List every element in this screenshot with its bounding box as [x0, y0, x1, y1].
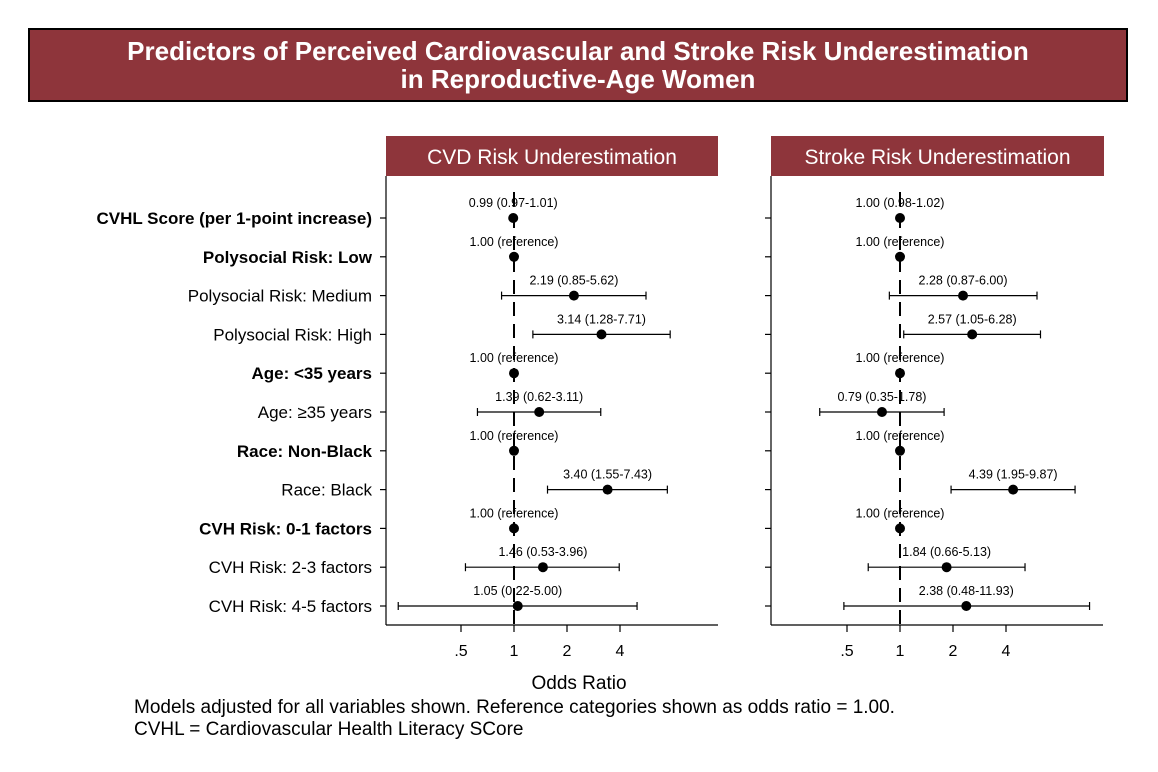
- estimate-label: 1.39 (0.62-3.11): [495, 390, 583, 404]
- x-tick-label: 4: [616, 643, 625, 660]
- x-tick-label: 4: [1002, 643, 1011, 660]
- row-label: Polysocial Risk: High: [213, 325, 372, 344]
- estimate-label: 1.00 (reference): [470, 506, 559, 520]
- point-estimate: [509, 251, 519, 262]
- point-estimate: [958, 290, 969, 301]
- point-estimate: [895, 251, 905, 262]
- row-label: Polysocial Risk: Medium: [188, 287, 372, 306]
- estimate-label: 1.05 (0.22-5.00): [473, 584, 562, 598]
- point-estimate: [895, 445, 905, 456]
- point-estimate: [967, 329, 978, 340]
- point-estimate: [509, 368, 519, 379]
- point-estimate: [596, 329, 607, 340]
- x-tick-label: .5: [454, 643, 467, 660]
- x-tick-label: 1: [510, 643, 519, 660]
- estimate-label: 1.00 (0.98-1.02): [856, 196, 945, 210]
- row-label: Age: ≥35 years: [258, 403, 372, 422]
- point-estimate: [895, 213, 905, 223]
- estimate-label: 1.00 (reference): [856, 429, 945, 443]
- point-estimate: [534, 407, 545, 417]
- estimate-label: 0.79 (0.35-1.78): [837, 390, 926, 404]
- estimate-label: 1.00 (reference): [470, 351, 559, 365]
- x-tick-label: 2: [949, 643, 958, 660]
- panel-title: CVD Risk Underestimation: [427, 146, 677, 169]
- title-line-2: in Reproductive-Age Women: [400, 64, 756, 94]
- estimate-label: 1.00 (reference): [856, 351, 945, 365]
- point-estimate: [895, 368, 905, 379]
- panel-title: Stroke Risk Underestimation: [804, 146, 1070, 169]
- x-tick-label: 1: [896, 643, 905, 660]
- estimate-label: 2.28 (0.87-6.00): [919, 274, 1008, 288]
- x-tick-label: 2: [563, 643, 572, 660]
- footnote: Models adjusted for all variables shown.…: [134, 697, 895, 741]
- row-label: CVH Risk: 2-3 factors: [209, 558, 372, 577]
- footnote-line-1: Models adjusted for all variables shown.…: [134, 697, 895, 718]
- estimate-label: 1.00 (reference): [470, 429, 559, 443]
- panel-header-box: [771, 136, 1104, 176]
- row-label: Age: <35 years: [252, 364, 373, 383]
- title-line-1: Predictors of Perceived Cardiovascular a…: [127, 36, 1029, 66]
- row-label: CVHL Score (per 1-point increase): [96, 209, 372, 228]
- x-tick-label: .5: [840, 643, 853, 660]
- estimate-label: 3.14 (1.28-7.71): [557, 312, 646, 326]
- point-estimate: [1008, 484, 1019, 495]
- estimate-label: 2.57 (1.05-6.28): [928, 312, 1017, 326]
- estimate-label: 4.39 (1.95-9.87): [969, 468, 1058, 482]
- point-estimate: [537, 562, 548, 573]
- point-estimate: [508, 213, 519, 223]
- estimate-label: 1.46 (0.53-3.96): [498, 545, 587, 559]
- title-banner: Predictors of Perceived Cardiovascular a…: [28, 28, 1128, 102]
- estimate-label: 1.84 (0.66-5.13): [902, 545, 991, 559]
- estimate-label: 1.00 (reference): [470, 235, 559, 249]
- point-estimate: [568, 290, 579, 301]
- estimate-label: 1.00 (reference): [856, 235, 945, 249]
- estimate-label: 2.38 (0.48-11.93): [919, 584, 1014, 598]
- row-label: Race: Non-Black: [237, 442, 373, 461]
- row-label: CVH Risk: 0-1 factors: [199, 519, 372, 538]
- estimate-label: 2.19 (0.85-5.62): [529, 274, 618, 288]
- row-label: CVH Risk: 4-5 factors: [209, 597, 372, 616]
- point-estimate: [941, 562, 952, 573]
- estimate-label: 3.40 (1.55-7.43): [563, 468, 652, 482]
- point-estimate: [602, 484, 613, 495]
- row-label: Polysocial Risk: Low: [203, 248, 373, 267]
- point-estimate: [961, 601, 972, 611]
- estimate-label: 1.00 (reference): [856, 506, 945, 520]
- estimate-label: 0.99 (0.97-1.01): [469, 196, 558, 210]
- panel-header-box: [386, 136, 718, 176]
- row-label: Race: Black: [281, 481, 372, 500]
- footnote-line-2: CVHL = Cardiovascular Health Literacy SC…: [134, 719, 524, 740]
- point-estimate: [512, 601, 523, 611]
- point-estimate: [509, 523, 519, 534]
- point-estimate: [509, 445, 519, 456]
- x-axis-label: Odds Ratio: [531, 673, 626, 694]
- point-estimate: [876, 407, 887, 417]
- point-estimate: [895, 523, 905, 534]
